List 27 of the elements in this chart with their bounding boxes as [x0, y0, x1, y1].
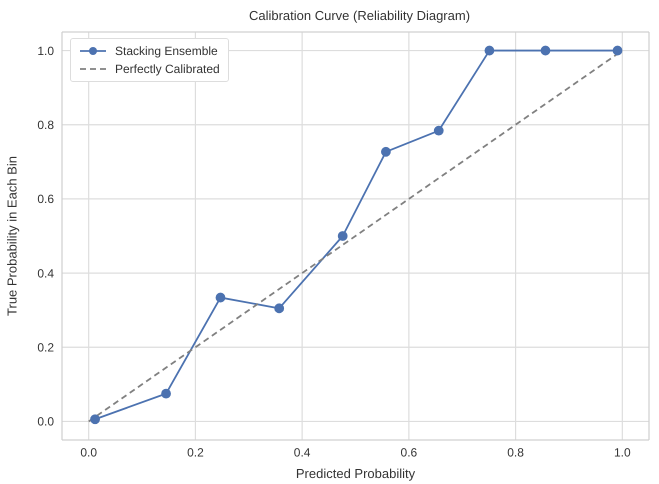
x-tick-label: 1.0: [614, 446, 631, 460]
y-tick-label: 0.4: [37, 266, 54, 280]
x-tick-label: 0.8: [507, 446, 524, 460]
point: [381, 146, 391, 157]
chart-title: Calibration Curve (Reliability Diagram): [248, 8, 472, 23]
point: [90, 414, 100, 424]
point: [484, 46, 494, 56]
x-tick-label: 0.2: [187, 446, 204, 460]
point: [540, 46, 550, 56]
legend-label: Stacking Ensemble: [115, 43, 218, 60]
y-tick-label: 0.6: [37, 192, 54, 206]
x-tick-label: 0.4: [294, 446, 311, 460]
y-tick-label: 0.2: [37, 340, 54, 355]
x-tick-label: 0.0: [80, 446, 98, 460]
point: [338, 231, 348, 241]
x-axis-title: Predicted Probability: [296, 466, 416, 481]
y-tick-label: 1.0: [37, 44, 54, 58]
point: [216, 292, 226, 302]
point: [161, 388, 171, 399]
point: [612, 46, 622, 56]
point: [434, 126, 444, 136]
point: [274, 303, 284, 314]
y-tick-label: 0.0: [37, 414, 54, 429]
y-tick-label: 0.8: [37, 118, 54, 132]
x-tick-label: 0.6: [400, 446, 418, 460]
y-axis-title: True Probability in Each Bin: [4, 156, 20, 316]
legend-label: Perfectly Calibrated: [115, 61, 220, 78]
